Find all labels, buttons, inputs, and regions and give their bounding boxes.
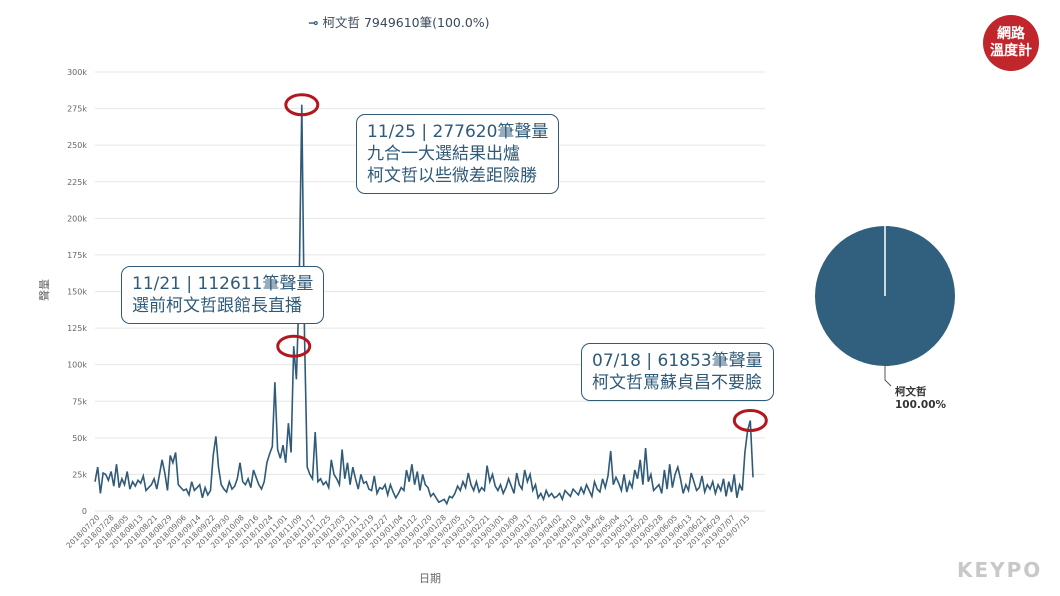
legend[interactable]: ⊸ 柯文哲 7949610筆(100.0%)	[308, 12, 490, 31]
highlight-circle	[284, 93, 320, 117]
callout-line: 柯文哲罵蘇貞昌不要臉	[592, 373, 762, 393]
y-axis-label: 聲量	[37, 279, 51, 301]
logo-line: 網路	[997, 26, 1025, 42]
legend-marker-icon: ⊸	[308, 15, 319, 30]
callout-line: 九合一大選結果出爐	[367, 144, 520, 164]
y-tick-label: 75k	[72, 397, 87, 406]
callout-line: 柯文哲以些微差距險勝	[367, 166, 537, 186]
y-tick-label: 175k	[67, 251, 87, 260]
callout-line: 選前柯文哲跟館長直播	[132, 296, 302, 316]
y-tick-label: 275k	[67, 105, 87, 114]
logo-line: 溫度計	[990, 43, 1032, 59]
y-axis-ticks: 0 25k 50k 75k 100k 125k 150k 175k 200k 225k 250k 27…	[67, 68, 87, 516]
pie-label-name: 柯文哲	[895, 386, 927, 398]
y-tick-label: 200k	[67, 214, 87, 223]
x-axis-label: 日期	[419, 572, 441, 585]
y-tick-label: 50k	[72, 434, 87, 443]
y-tick-label: 300k	[67, 68, 87, 77]
pie-label: 柯文哲 100.00%	[895, 386, 946, 412]
y-tick-label: 0	[82, 507, 87, 516]
callout-line: 11/25 | 277620筆聲量	[367, 122, 549, 142]
callout-line: 11/21 | 112611筆聲量	[132, 274, 314, 294]
highlight-circle	[276, 334, 312, 358]
y-tick-label: 25k	[72, 470, 87, 479]
callout-peak-1121: 11/21 | 112611筆聲量 選前柯文哲跟館長直播	[121, 266, 325, 324]
gridlines	[95, 71, 765, 512]
legend-text: 柯文哲 7949610筆(100.0%)	[322, 15, 490, 30]
callout-peak-0718: 07/18 | 61853筆聲量 柯文哲罵蘇貞昌不要臉	[581, 343, 774, 401]
keypo-wordmark: KEYPO	[957, 558, 1043, 582]
pie-label-connector	[884, 366, 892, 387]
brand-logo: 網路 溫度計	[983, 15, 1039, 71]
y-tick-label: 150k	[67, 288, 87, 297]
callout-peak-1125: 11/25 | 277620筆聲量 九合一大選結果出爐 柯文哲以些微差距險勝	[356, 114, 560, 194]
series-line	[94, 104, 754, 506]
highlight-circles	[276, 93, 768, 432]
y-tick-label: 225k	[67, 178, 87, 187]
x-axis-ticks: 2018/07/202018/07/282018/08/052018/08/13…	[64, 513, 751, 550]
pie-label-percent: 100.00%	[895, 399, 947, 411]
y-tick-label: 125k	[67, 324, 87, 333]
callout-line: 07/18 | 61853筆聲量	[592, 351, 763, 371]
y-tick-label: 250k	[67, 141, 87, 150]
highlight-circle	[732, 408, 768, 432]
pie-chart	[815, 226, 955, 387]
y-tick-label: 100k	[67, 361, 87, 370]
